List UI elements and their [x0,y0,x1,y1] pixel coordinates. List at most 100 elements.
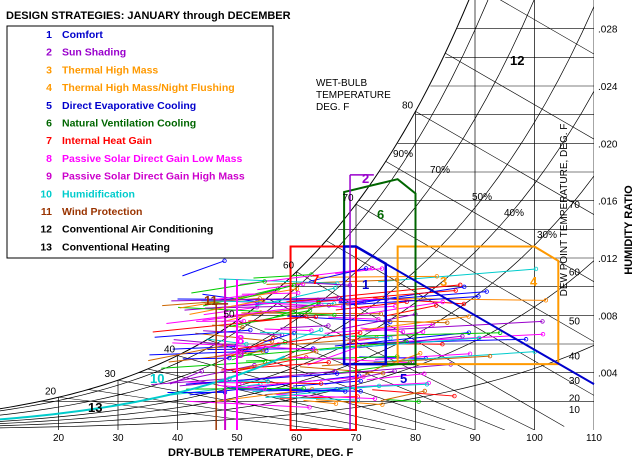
hourly-data-line [375,353,471,360]
x-tick: 60 [291,433,303,444]
hourly-data-line [380,390,425,402]
hourly-data-point [424,382,430,387]
legend-item-label: Passive Solar Direct Gain High Mass [62,171,245,183]
hourly-data-line [215,388,313,402]
legend-item-label: Thermal High Mass [62,64,158,76]
legend-item-number: 4 [46,82,52,94]
legend-item-number: 12 [40,224,52,236]
hourly-data-point [404,299,409,305]
hourly-data-line [273,329,322,348]
hourly-data-point [484,289,489,294]
hourly-data-point [313,314,319,320]
x-tick: 30 [112,433,124,444]
hourly-data-point [199,369,204,374]
hourly-data-line [206,338,247,345]
hourly-data-line [349,286,465,305]
hourly-data-point [358,378,363,384]
hourly-data-line [338,291,487,304]
hourly-data-line [148,344,225,362]
x-tick: 50 [231,433,243,444]
hourly-data-line [161,361,265,369]
hourly-data-point [257,296,262,301]
x-tick: 100 [526,433,543,444]
legend-item-label: Humidification [62,188,135,200]
hourly-data-line [238,284,295,300]
hourly-data-line [307,344,363,366]
zone-label: 2 [362,171,369,186]
hourly-data-line [319,337,480,351]
hourly-data-line [169,370,202,385]
x-tick: 110 [586,433,602,444]
legend-item-number: 2 [46,47,52,59]
hourly-data-point [326,323,331,328]
hourly-data-point [335,281,340,286]
hourly-data-point [261,297,266,303]
dewpoint-tick: 20 [569,393,581,404]
hourly-data-line [383,333,544,343]
hourly-data-point [276,342,281,347]
natural-ventilation-zone [343,178,417,366]
chart-title: DESIGN STRATEGIES: JANUARY through DECEM… [6,10,291,22]
hourly-data-point [309,328,314,333]
zone-label: 13 [88,400,102,415]
hourly-data-point [294,286,300,292]
x-tick: 40 [172,433,184,444]
hourly-data-point [361,374,366,379]
zone-label: 1 [362,277,369,292]
hourly-data-line [377,297,546,301]
hourly-data-line [186,387,304,390]
hourly-data-point [418,351,423,356]
dewpoint-tick: 10 [569,405,581,416]
legend-item-label: Natural Ventilation Cooling [62,118,196,130]
hourly-data-point [452,393,457,399]
wet-bulb-line [147,368,416,430]
hourly-data-point [388,335,393,341]
hourly-data-line [316,275,437,278]
hourly-data-line [305,282,350,286]
hourly-data-line [287,315,391,323]
rh-label: 30% [537,230,557,241]
hourly-data-point [334,371,340,376]
y-tick: .016 [598,197,618,208]
hourly-data-line [380,320,448,324]
legend-item-number: 13 [40,241,52,253]
hourly-data-point [262,279,267,284]
hourly-data-point [434,274,440,279]
legend-item-number: 6 [46,118,52,130]
dewpoint-tick: 40 [569,352,581,363]
hourly-data-line [248,316,316,322]
hourly-data-point [440,299,445,305]
hourly-data-line [182,357,230,360]
hourly-data-line [171,297,339,302]
hourly-data-line [365,320,543,332]
legend-item-label: Direct Evaporative Cooling [62,100,196,112]
hourly-data-point [291,330,297,336]
hourly-data-point [466,330,472,335]
legend-item-number: 9 [46,171,52,183]
hourly-data-point [336,295,341,301]
hourly-data-line [270,396,358,401]
hourly-data-point [523,337,529,342]
x-tick: 20 [53,433,65,444]
hourly-data-point [379,266,385,271]
strategy-zones [0,174,595,431]
hourly-data-point [543,298,549,303]
hourly-data-line [334,332,469,347]
hourly-data-line [253,274,312,279]
hourly-data-point [262,386,267,392]
rh-label: 40% [504,208,524,219]
hourly-data-line [265,385,380,399]
evap-cooling-line [355,245,595,385]
hourly-data-line [280,325,329,329]
wetbulb-tick: 30 [104,369,116,380]
hourly-data-line [259,331,391,339]
wetbulb-label-line2: TEMPERATURE [316,90,391,101]
hourly-data-line [182,260,225,277]
x-tick: 80 [410,433,422,444]
wetbulb-tick: 60 [283,261,295,272]
hourly-data-point [291,282,297,288]
legend-item-number: 7 [46,135,52,147]
legend-item-number: 1 [46,29,52,41]
rh-label: 50% [472,192,492,203]
hourly-data-line [341,313,416,330]
